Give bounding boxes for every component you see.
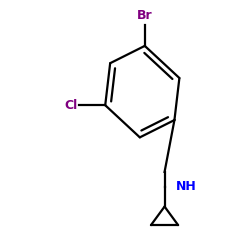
- Text: NH: NH: [176, 180, 197, 193]
- Text: Cl: Cl: [65, 99, 78, 112]
- Text: Br: Br: [137, 10, 152, 22]
